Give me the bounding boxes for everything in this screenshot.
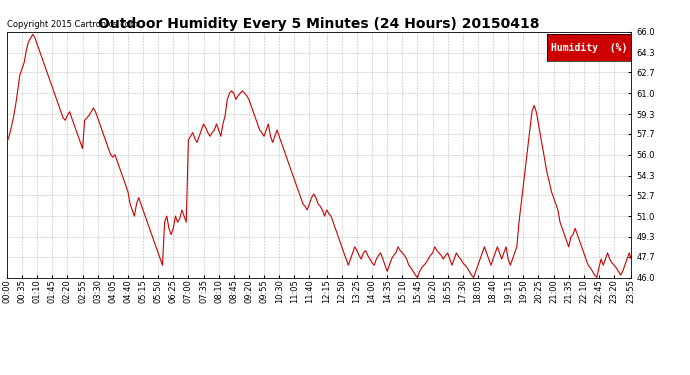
Title: Outdoor Humidity Every 5 Minutes (24 Hours) 20150418: Outdoor Humidity Every 5 Minutes (24 Hou… bbox=[99, 17, 540, 31]
Text: Copyright 2015 Cartronics.com: Copyright 2015 Cartronics.com bbox=[7, 20, 138, 29]
